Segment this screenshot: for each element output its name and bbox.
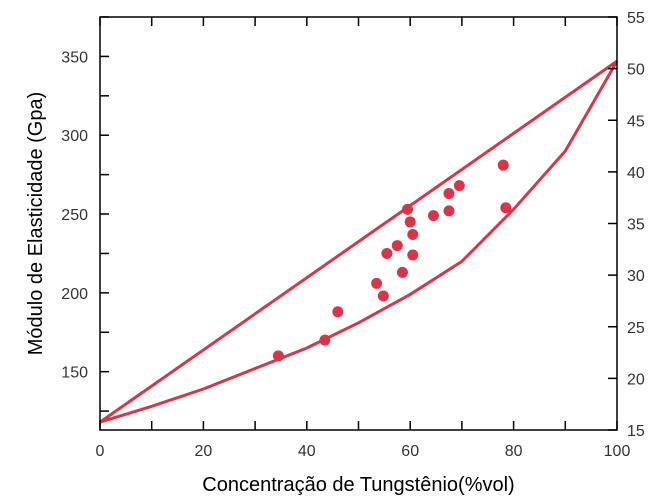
data-point — [381, 247, 393, 259]
data-point — [453, 180, 465, 192]
tick-labels: 0 20 40 60 80 100 150 200 250 300 350 15 20 25 30 35 40 4… — [61, 10, 645, 460]
y2-tick-label: 40 — [627, 165, 645, 182]
y2-tick-label: 35 — [627, 217, 645, 234]
data-point — [407, 229, 419, 241]
data-point — [396, 266, 408, 278]
y2-tick-label: 25 — [627, 320, 645, 337]
data-point — [497, 159, 509, 171]
data-point — [377, 290, 389, 302]
axis-ticks — [99, 16, 618, 431]
x-tick-label: 100 — [604, 443, 631, 460]
x-tick-label: 20 — [195, 443, 213, 460]
lower-bound-curve — [99, 60, 619, 424]
y2-tick-label: 15 — [627, 423, 645, 440]
y-axis-title: Módulo de Elasticidade (Gpa) — [25, 92, 47, 355]
x-tick-label: 40 — [298, 443, 316, 460]
x-tick-label: 80 — [505, 443, 523, 460]
y-tick-label: 250 — [61, 207, 88, 224]
data-point — [443, 188, 455, 200]
y2-tick-label: 50 — [627, 62, 645, 79]
data-point — [391, 240, 403, 252]
y-tick-label: 150 — [61, 365, 88, 382]
data-point — [319, 334, 331, 346]
y2-tick-label: 55 — [627, 10, 645, 27]
y-tick-label: 300 — [61, 128, 88, 145]
data-point — [332, 306, 344, 318]
y2-tick-label: 30 — [627, 268, 645, 285]
y2-tick-label: 45 — [627, 113, 645, 130]
data-point — [272, 350, 284, 362]
x-tick-label: 0 — [96, 443, 105, 460]
y-tick-label: 350 — [61, 49, 88, 66]
data-points — [272, 159, 512, 362]
data-point — [500, 202, 512, 214]
data-point — [407, 249, 419, 261]
data-point — [427, 210, 439, 222]
bound-curves — [99, 59, 619, 424]
y-tick-label: 200 — [61, 286, 88, 303]
x-tick-label: 60 — [401, 443, 419, 460]
data-point — [404, 216, 416, 228]
data-point — [402, 203, 414, 215]
y2-tick-label: 20 — [627, 371, 645, 388]
data-point — [371, 277, 383, 289]
x-axis-title: Concentração de Tungstênio(%vol) — [202, 474, 514, 496]
data-point — [443, 205, 455, 217]
upper-bound-line — [99, 59, 618, 424]
